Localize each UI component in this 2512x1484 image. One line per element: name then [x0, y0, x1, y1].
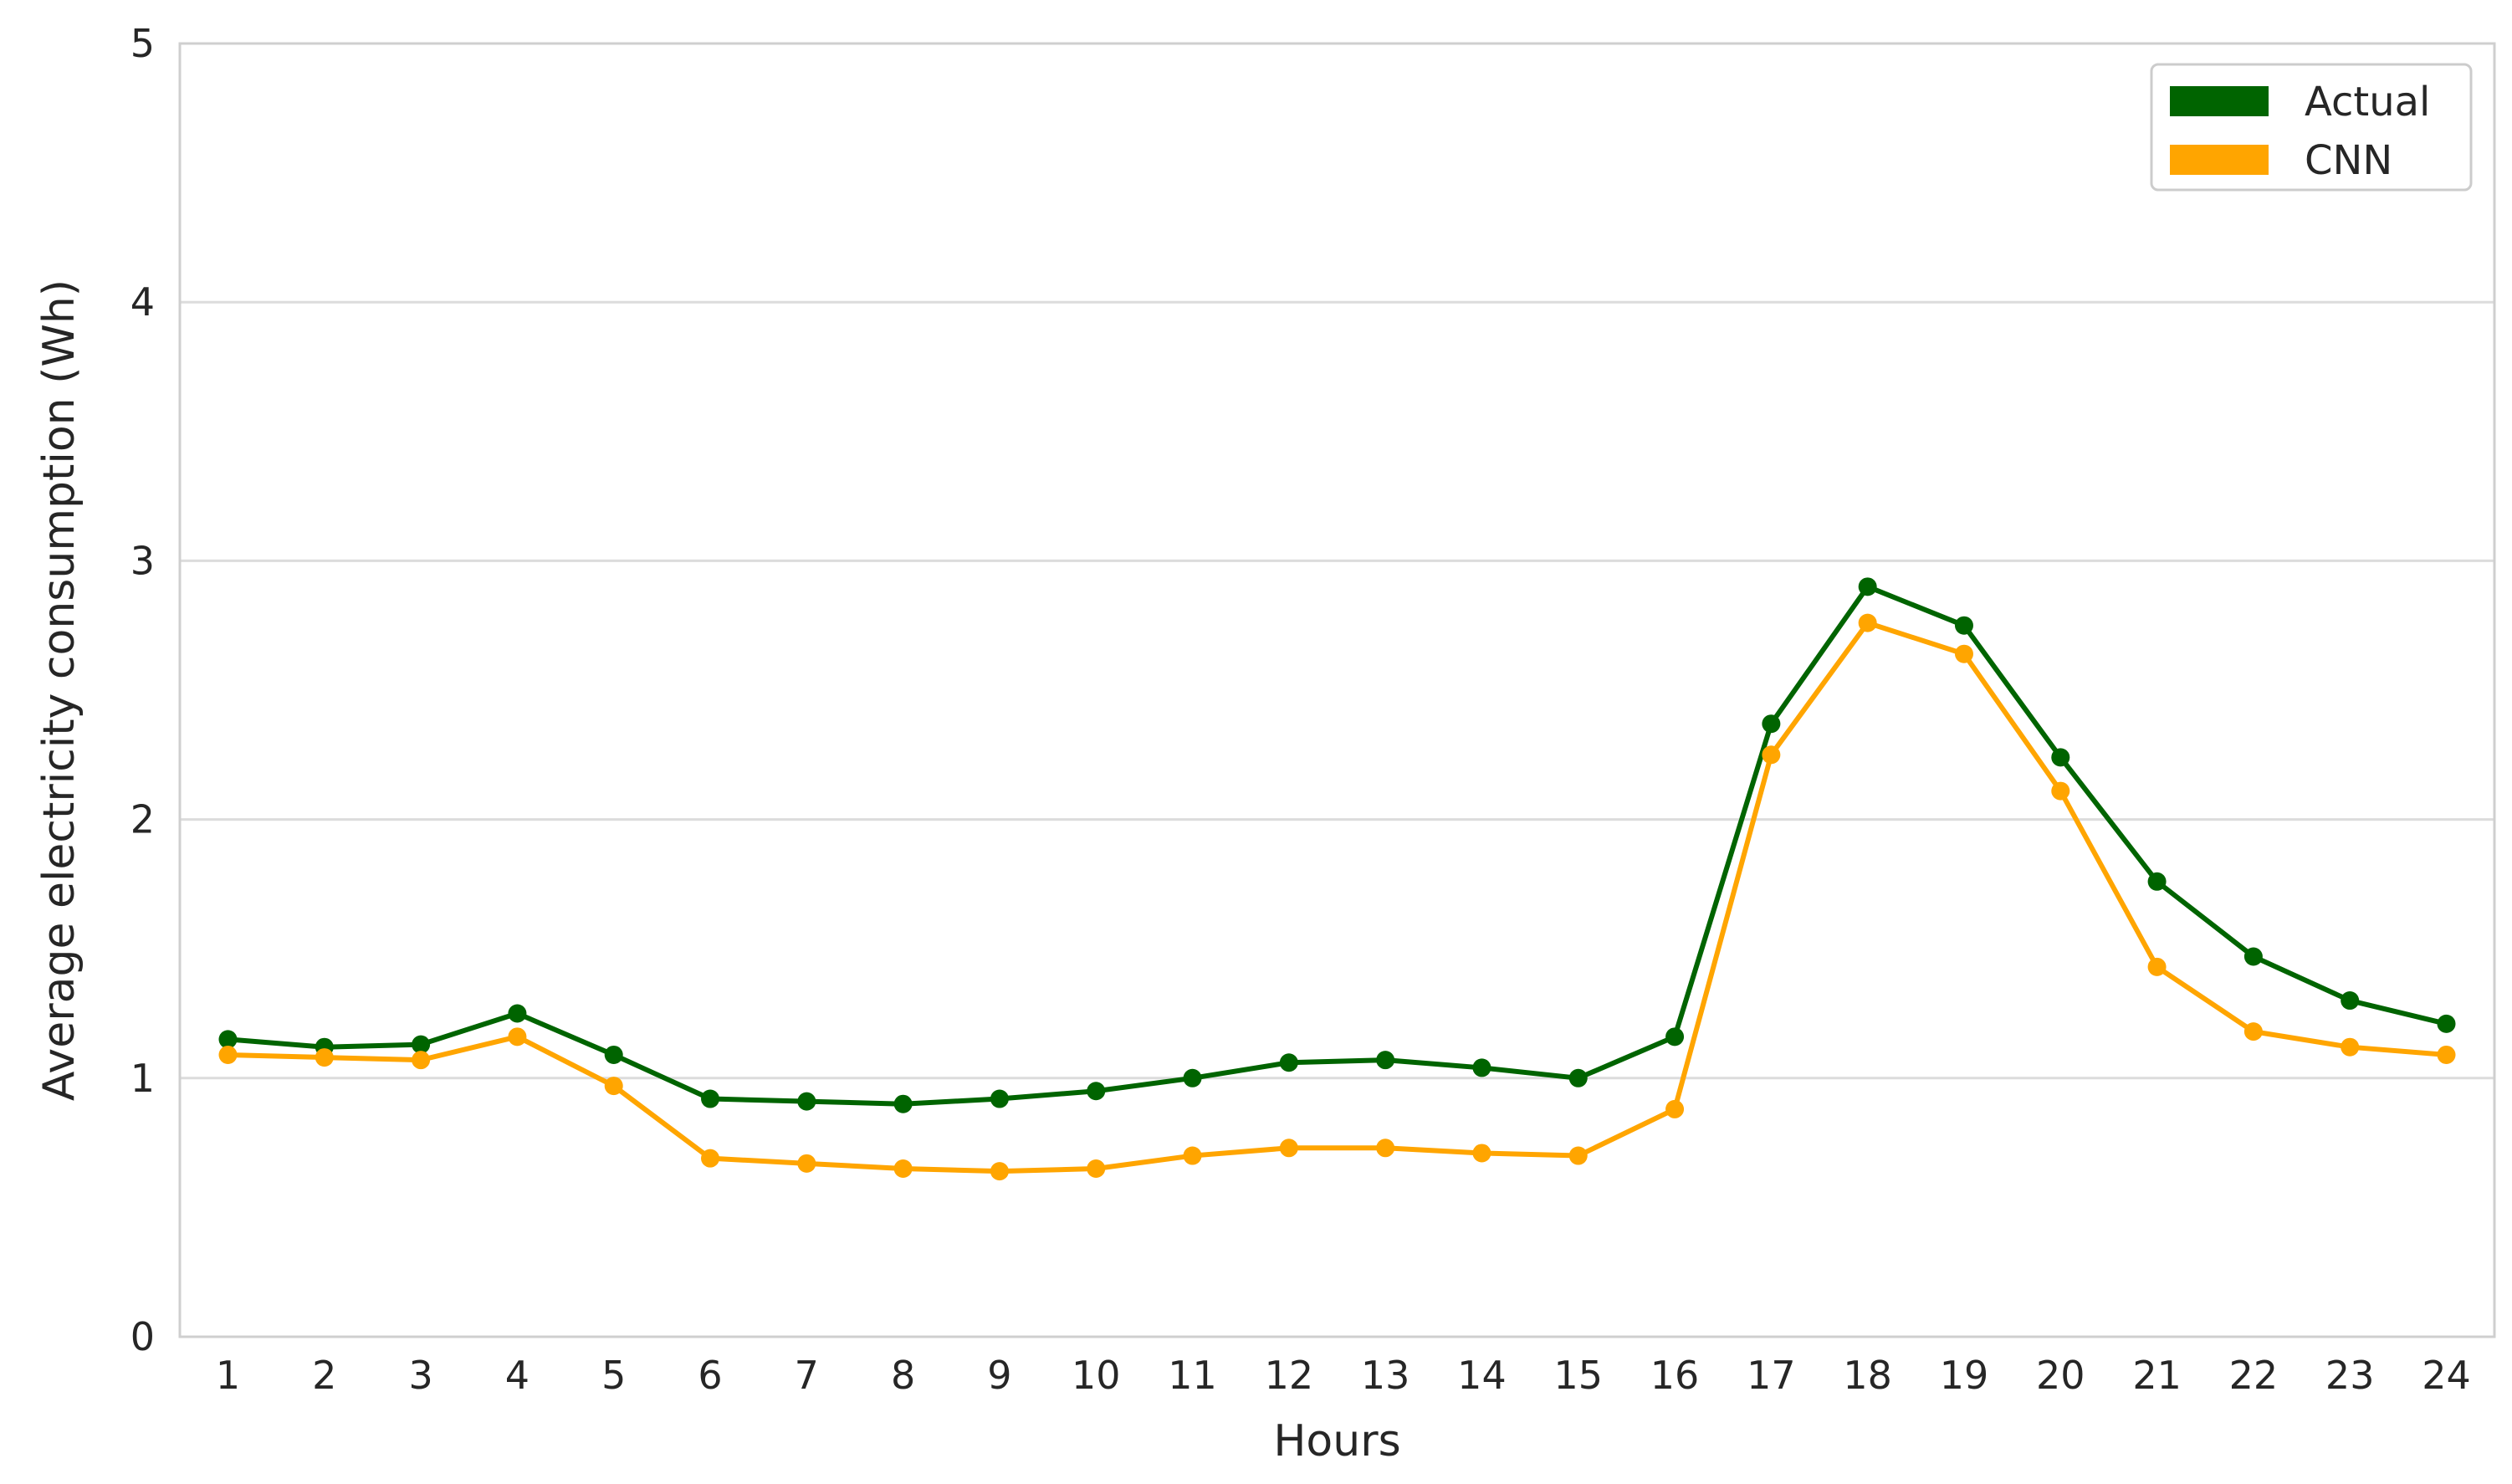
- y-tick-label: 3: [130, 538, 155, 583]
- y-tick-label: 4: [130, 279, 155, 325]
- data-point-actual: [2341, 991, 2360, 1011]
- y-axis-title: Average electricity consumption (Wh): [34, 279, 84, 1101]
- x-tick-label: 4: [505, 1353, 530, 1398]
- y-tick-label: 5: [130, 21, 155, 66]
- data-point-cnn: [2051, 781, 2070, 801]
- data-point-cnn: [604, 1077, 623, 1096]
- data-point-cnn: [1762, 745, 1781, 765]
- data-point-cnn: [893, 1159, 913, 1179]
- data-point-actual: [1954, 616, 1973, 635]
- x-tick-label: 5: [601, 1353, 626, 1398]
- data-point-actual: [797, 1092, 816, 1111]
- data-point-actual: [1665, 1027, 1685, 1046]
- x-tick-label: 18: [1843, 1353, 1892, 1398]
- x-tick-label: 22: [2229, 1353, 2279, 1398]
- data-point-cnn: [1858, 613, 1877, 632]
- data-point-actual: [1472, 1058, 1491, 1077]
- data-point-actual: [1183, 1068, 1202, 1087]
- x-tick-label: 10: [1072, 1353, 1121, 1398]
- data-point-cnn: [1087, 1159, 1106, 1179]
- series-lines: [218, 577, 2456, 1181]
- data-point-cnn: [1279, 1139, 1298, 1158]
- x-tick-label: 17: [1747, 1353, 1796, 1398]
- y-tick-label: 1: [130, 1056, 155, 1101]
- series-line-actual: [225, 584, 2449, 1107]
- legend-label-actual: Actual: [2305, 79, 2430, 125]
- data-point-cnn: [1183, 1146, 1202, 1165]
- grid-lines: [180, 42, 2494, 1338]
- x-tick-label: 16: [1650, 1353, 1700, 1398]
- data-point-actual: [218, 1030, 238, 1049]
- data-point-actual: [2051, 748, 2070, 767]
- data-point-actual: [1279, 1053, 1298, 1072]
- data-point-cnn: [1665, 1099, 1685, 1118]
- x-tick-label: 23: [2325, 1353, 2375, 1398]
- x-tick-label: 24: [2422, 1353, 2471, 1398]
- data-point-cnn: [2437, 1045, 2456, 1064]
- data-point-actual: [604, 1045, 623, 1064]
- data-point-actual: [1376, 1051, 1395, 1070]
- data-point-actual: [2243, 947, 2263, 966]
- data-point-cnn: [1568, 1146, 1588, 1165]
- series-cnn: [218, 613, 2456, 1181]
- x-tick-label: 11: [1168, 1353, 1217, 1398]
- data-point-cnn: [2147, 957, 2167, 976]
- data-point-cnn: [990, 1162, 1009, 1181]
- x-tick-label: 14: [1457, 1353, 1507, 1398]
- legend-swatch-cnn: [2170, 145, 2269, 175]
- data-point-actual: [412, 1035, 431, 1054]
- data-point-actual: [1568, 1068, 1588, 1087]
- data-point-cnn: [1472, 1144, 1491, 1163]
- x-axis-title: Hours: [1273, 1416, 1400, 1466]
- data-point-cnn: [508, 1027, 527, 1046]
- data-point-cnn: [2341, 1037, 2360, 1057]
- data-point-actual: [508, 1004, 527, 1023]
- data-point-cnn: [2243, 1022, 2263, 1041]
- data-point-actual: [1087, 1082, 1106, 1101]
- y-tick-labels: 0 1 2 3 4 5: [130, 21, 155, 1359]
- x-tick-label: 19: [1940, 1353, 1989, 1398]
- data-point-actual: [893, 1094, 913, 1113]
- x-tick-label: 3: [408, 1353, 432, 1398]
- data-point-actual: [1858, 577, 1877, 596]
- data-point-actual: [990, 1089, 1009, 1108]
- x-tick-label: 6: [698, 1353, 722, 1398]
- x-tick-label: 12: [1265, 1353, 1314, 1398]
- x-tick-label: 8: [891, 1353, 915, 1398]
- x-tick-label: 20: [2036, 1353, 2085, 1398]
- legend-items: Actual CNN: [2170, 79, 2430, 184]
- y-tick-label: 2: [130, 797, 155, 842]
- data-point-cnn: [412, 1051, 431, 1070]
- x-tick-label: 13: [1361, 1353, 1410, 1398]
- data-point-cnn: [315, 1048, 334, 1067]
- data-point-cnn: [218, 1045, 238, 1064]
- plot-frame: [178, 42, 2496, 1338]
- data-point-cnn: [701, 1149, 720, 1168]
- series-actual: [218, 577, 2456, 1113]
- legend-swatch-actual: [2170, 86, 2269, 116]
- x-tick-label: 7: [795, 1353, 819, 1398]
- x-tick-label: 21: [2132, 1353, 2182, 1398]
- y-tick-label: 0: [130, 1314, 155, 1359]
- x-tick-label: 2: [312, 1353, 336, 1398]
- x-tick-label: 9: [987, 1353, 1011, 1398]
- x-tick-labels: 1 2 3 4 5 6 7 8 9 10 11 12 13 14 15 16 17 18 19 20 21 22 23 24: [216, 1353, 2471, 1398]
- legend: Actual CNN: [2150, 63, 2473, 192]
- legend-label-cnn: CNN: [2305, 137, 2392, 184]
- x-tick-label: 15: [1553, 1353, 1603, 1398]
- series-line-cnn: [225, 620, 2449, 1174]
- data-point-cnn: [797, 1154, 816, 1173]
- data-point-cnn: [1376, 1139, 1395, 1158]
- x-tick-label: 1: [216, 1353, 240, 1398]
- data-point-actual: [701, 1089, 720, 1108]
- data-point-actual: [1762, 714, 1781, 734]
- data-point-actual: [2437, 1014, 2456, 1033]
- data-point-actual: [2147, 872, 2167, 891]
- data-point-cnn: [1954, 644, 1973, 663]
